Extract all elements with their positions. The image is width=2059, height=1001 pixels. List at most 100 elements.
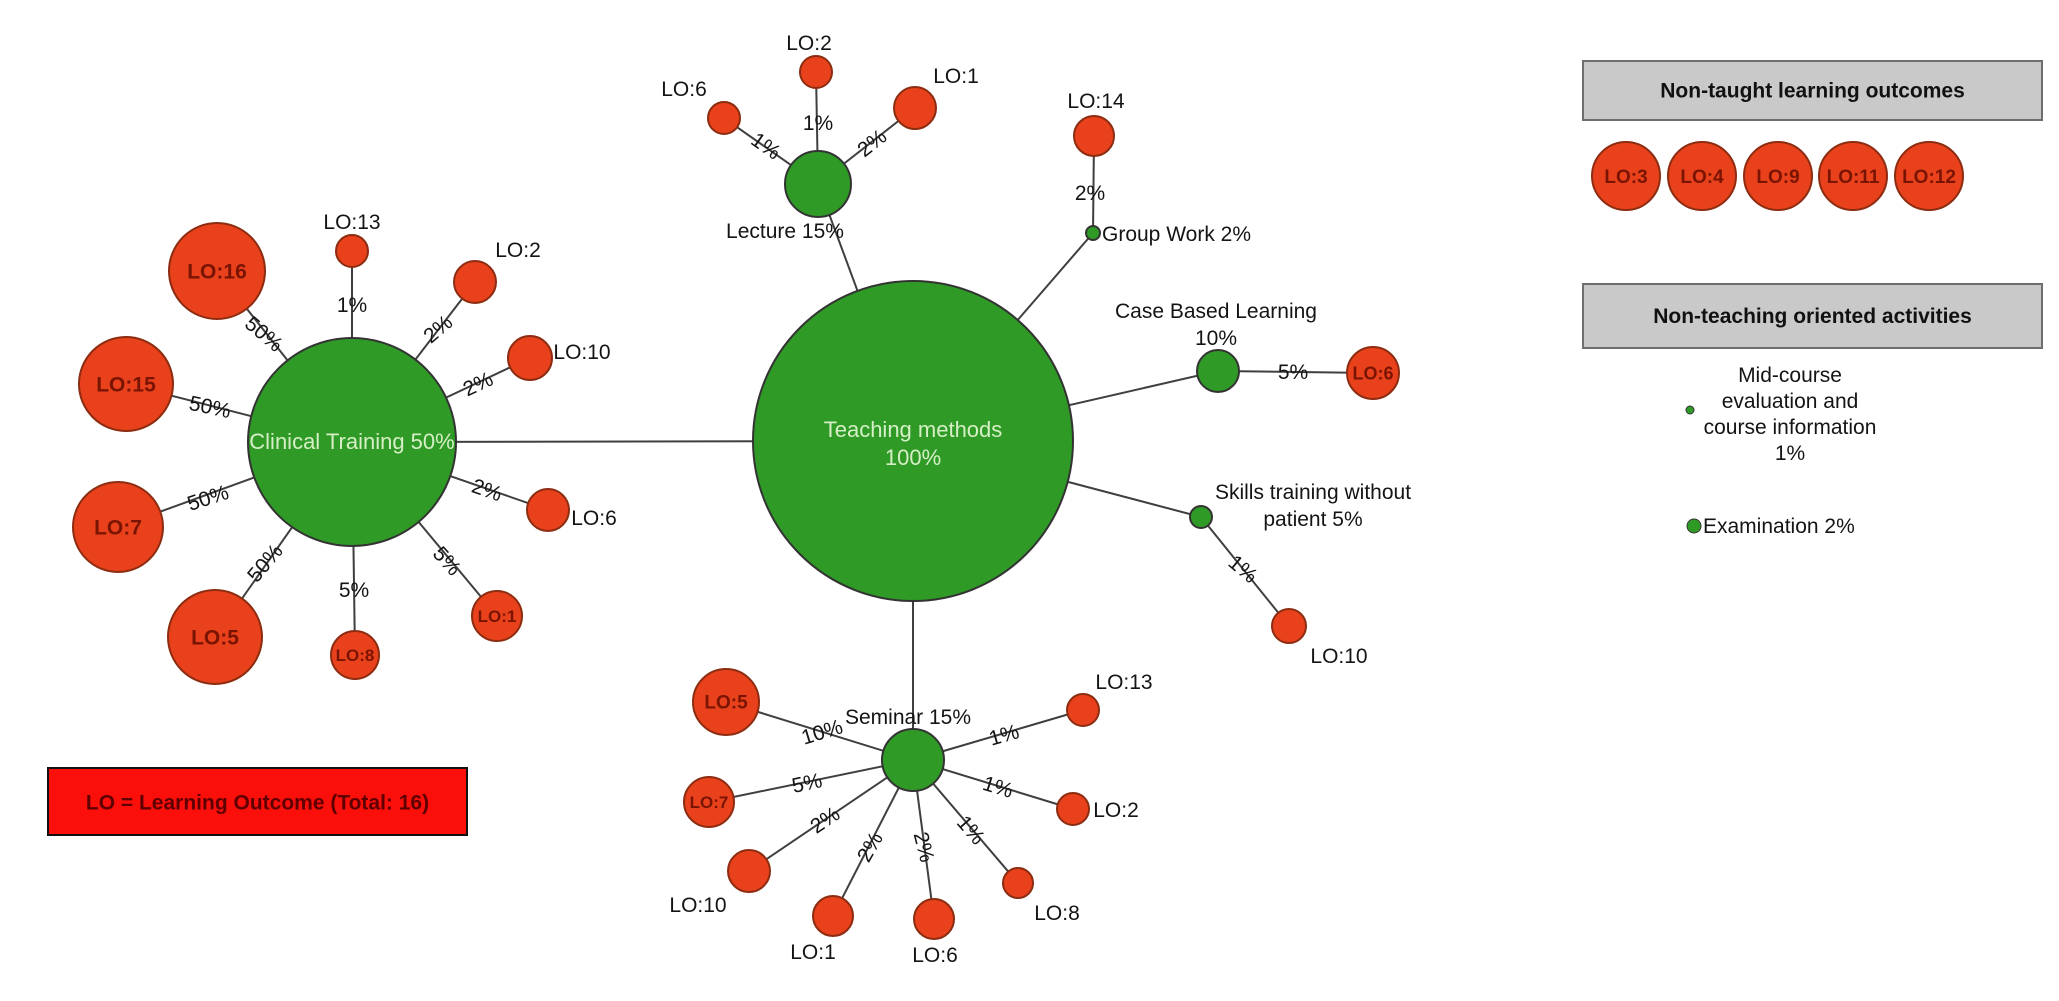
outcome-node-panel-lo-12 bbox=[1894, 141, 1964, 211]
outcome-label-seminar-lo-13: LO:13 bbox=[1095, 671, 1152, 694]
outcome-node-seminar-lo-10 bbox=[727, 849, 771, 893]
edge-percent-label-clinical-training-lo-15: 50% bbox=[187, 392, 233, 423]
outcome-node-panel-lo-9 bbox=[1743, 141, 1813, 211]
method-node-case-based-learning bbox=[1196, 349, 1240, 393]
method-label-seminar: Seminar 15% bbox=[845, 706, 971, 729]
outcome-label-clinical-training-lo-13: LO:13 bbox=[323, 211, 380, 234]
outcome-node-skills-training-lo-10 bbox=[1271, 608, 1307, 644]
outcome-node-clinical-training-lo-1 bbox=[471, 590, 523, 642]
edge-percent-label-seminar-lo-5: 10% bbox=[799, 715, 846, 749]
outcome-label-seminar-lo-2: LO:2 bbox=[1093, 799, 1139, 822]
method-label-case-based-learning: 10% bbox=[1195, 327, 1237, 350]
outcome-label-clinical-training-lo-5: LO:5 bbox=[191, 626, 239, 649]
edge-percent-label-clinical-training-lo-10: 2% bbox=[460, 368, 497, 402]
outcome-node-panel-lo-4 bbox=[1667, 141, 1737, 211]
edge-percent-label-clinical-training-lo-13: 1% bbox=[337, 294, 367, 317]
edge-percent-label-seminar-lo-6: 2% bbox=[909, 830, 939, 865]
edge-percent-label-clinical-training-lo-8: 5% bbox=[339, 579, 369, 602]
edge-skills-training--lo-10 bbox=[1200, 516, 1290, 627]
method-label-teaching-methods: 100% bbox=[885, 445, 941, 470]
outcome-label-seminar-lo-7: LO:7 bbox=[690, 793, 729, 812]
method-label-teaching-methods: Teaching methods bbox=[824, 417, 1003, 442]
outcome-label-clinical-training-lo-10: LO:10 bbox=[553, 341, 610, 364]
edge-percent-label-lecture-lo-2: 1% bbox=[803, 112, 833, 135]
outcome-label-clinical-training-lo-2: LO:2 bbox=[495, 239, 541, 262]
outcome-label-group-work-lo-14: LO:14 bbox=[1067, 90, 1125, 113]
outcome-node-clinical-training-lo-10 bbox=[507, 335, 553, 381]
activity-dot-1 bbox=[1686, 518, 1702, 534]
method-node-clinical-training bbox=[247, 337, 457, 547]
panel-header-label-0: Non-taught learning outcomes bbox=[1660, 80, 1965, 103]
edge-percent-label-clinical-training-lo-6: 2% bbox=[469, 475, 505, 507]
method-label-case-based-learning: Case Based Learning bbox=[1115, 300, 1317, 323]
outcome-label-panel-lo-9: LO:9 bbox=[1756, 167, 1799, 188]
outcome-label-clinical-training-lo-7: LO:7 bbox=[94, 516, 142, 539]
activity-label-0: 1% bbox=[1775, 442, 1805, 465]
outcome-node-clinical-training-lo-16 bbox=[168, 222, 266, 320]
method-label-skills-training: Skills training without bbox=[1215, 481, 1411, 504]
outcome-node-seminar-lo-1 bbox=[812, 895, 854, 937]
outcome-node-panel-lo-3 bbox=[1591, 141, 1661, 211]
outcome-node-lecture-lo-1 bbox=[893, 86, 937, 130]
outcome-node-case-based-learning-lo-6 bbox=[1346, 346, 1400, 400]
outcome-label-clinical-training-lo-15: LO:15 bbox=[96, 373, 156, 396]
method-label-lecture: Lecture 15% bbox=[726, 220, 844, 243]
outcome-label-panel-lo-11: LO:11 bbox=[1827, 167, 1880, 188]
method-label-skills-training: patient 5% bbox=[1263, 508, 1362, 531]
outcome-label-lecture-lo-2: LO:2 bbox=[786, 32, 832, 55]
outcome-node-seminar-lo-2 bbox=[1056, 792, 1090, 826]
panel-header-box-0 bbox=[1582, 60, 2043, 121]
outcome-node-seminar-lo-8 bbox=[1002, 867, 1034, 899]
edge-percent-label-skills-training-lo-10: 1% bbox=[1224, 551, 1262, 588]
outcome-label-seminar-lo-6: LO:6 bbox=[912, 944, 958, 967]
activity-label-0: Mid-course bbox=[1738, 364, 1842, 387]
outcome-node-seminar-lo-7 bbox=[683, 776, 735, 828]
method-node-teaching-methods bbox=[752, 280, 1074, 602]
outcome-label-clinical-training-lo-8: LO:8 bbox=[336, 646, 375, 665]
outcome-label-clinical-training-lo-16: LO:16 bbox=[187, 260, 247, 283]
activity-label-1: Examination 2% bbox=[1703, 515, 1855, 538]
panel-header-label-1: Non-teaching oriented activities bbox=[1653, 305, 1972, 328]
outcome-node-group-work-lo-14 bbox=[1073, 115, 1115, 157]
outcome-label-seminar-lo-1: LO:1 bbox=[790, 941, 836, 964]
outcome-node-seminar-lo-5 bbox=[692, 668, 760, 736]
edge-percent-label-seminar-lo-7: 5% bbox=[790, 769, 824, 798]
outcome-node-clinical-training-lo-2 bbox=[453, 260, 497, 304]
outcome-node-lecture-lo-2 bbox=[799, 55, 833, 89]
edge-seminar--lo-10 bbox=[748, 759, 914, 872]
activity-label-0: course information bbox=[1704, 416, 1877, 439]
outcome-node-lecture-lo-6 bbox=[707, 101, 741, 135]
outcome-label-clinical-training-lo-1: LO:1 bbox=[478, 607, 517, 626]
outcome-node-clinical-training-lo-8 bbox=[330, 630, 380, 680]
outcome-node-panel-lo-11 bbox=[1818, 141, 1888, 211]
panel-header-box-1 bbox=[1582, 283, 2043, 349]
outcome-node-clinical-training-lo-7 bbox=[72, 481, 164, 573]
outcome-label-seminar-lo-10: LO:10 bbox=[669, 894, 726, 917]
nodes-layer bbox=[47, 55, 2043, 940]
edge-percent-label-case-based-learning-lo-6: 5% bbox=[1278, 361, 1308, 384]
method-label-group-work: Group Work 2% bbox=[1102, 223, 1251, 246]
edge-percent-label-seminar-lo-10: 2% bbox=[806, 802, 844, 838]
legend-box bbox=[47, 767, 468, 836]
outcome-node-clinical-training-lo-15 bbox=[78, 336, 174, 432]
method-node-lecture bbox=[784, 150, 852, 218]
edge-percent-label-lecture-lo-6: 1% bbox=[747, 128, 785, 164]
legend-label: LO = Learning Outcome (Total: 16) bbox=[86, 792, 429, 815]
activity-label-0: evaluation and bbox=[1722, 390, 1859, 413]
edge-seminar--lo-7 bbox=[708, 759, 914, 803]
outcome-node-clinical-training-lo-5 bbox=[167, 589, 263, 685]
outcome-label-seminar-lo-8: LO:8 bbox=[1034, 902, 1080, 925]
outcome-label-lecture-lo-1: LO:1 bbox=[933, 65, 979, 88]
edge-percent-label-group-work-lo-14: 2% bbox=[1075, 182, 1105, 205]
outcome-node-seminar-lo-13 bbox=[1066, 693, 1100, 727]
edge-percent-label-clinical-training-lo-7: 50% bbox=[185, 481, 232, 516]
outcome-label-panel-lo-12: LO:12 bbox=[1902, 167, 1956, 188]
outcome-label-skills-training-lo-10: LO:10 bbox=[1310, 645, 1367, 668]
outcome-node-clinical-training-lo-13 bbox=[335, 234, 369, 268]
outcome-label-clinical-training-lo-6: LO:6 bbox=[571, 507, 617, 530]
method-node-seminar bbox=[881, 728, 945, 792]
outcome-label-panel-lo-4: LO:4 bbox=[1680, 167, 1724, 188]
edge-percent-label-seminar-lo-1: 2% bbox=[853, 828, 888, 866]
